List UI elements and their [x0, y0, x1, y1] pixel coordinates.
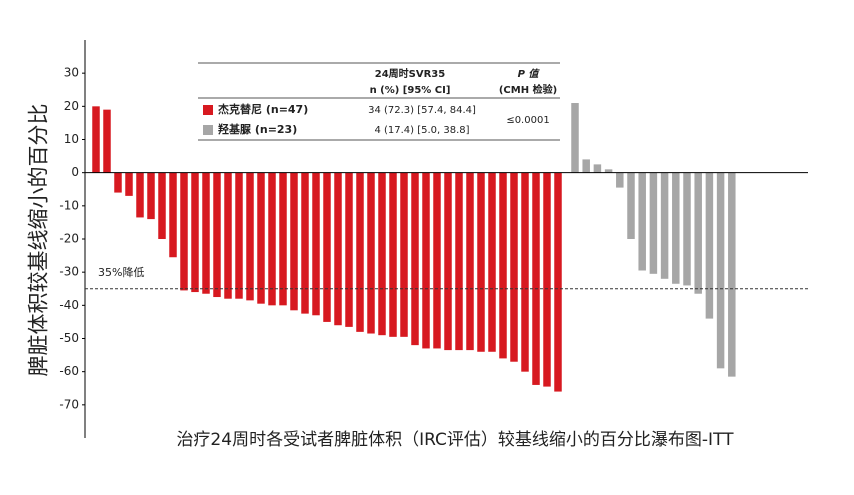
bar: [716, 172, 725, 369]
bar: [499, 172, 507, 359]
p-value: ≤0.0001: [506, 115, 549, 126]
bar: [246, 172, 254, 301]
chart-title: 治疗24周时各受试者脾脏体积（IRC评估）较基线缩小的百分比瀑布图-ITT: [176, 430, 734, 450]
bar: [191, 172, 199, 293]
bar: [158, 172, 166, 239]
bar: [323, 172, 331, 322]
bar: [224, 172, 232, 299]
bar: [455, 172, 463, 351]
bar: [279, 172, 287, 306]
legend-swatch: [203, 125, 213, 135]
bar: [488, 172, 496, 352]
bar: [543, 172, 551, 387]
y-tick-label: 0: [71, 165, 79, 179]
reference-label: 35%降低: [98, 265, 144, 279]
bar: [92, 106, 100, 173]
legend-label: 杰克替尼 (n=47): [218, 102, 308, 116]
y-tick-label: -50: [59, 331, 79, 345]
bar: [649, 172, 658, 274]
y-tick-label: -20: [59, 232, 79, 246]
bar: [705, 172, 714, 319]
bar: [169, 172, 177, 258]
bar: [147, 172, 155, 220]
legend-swatch: [203, 105, 213, 115]
bar: [694, 172, 702, 294]
bar: [114, 172, 122, 193]
bar: [433, 172, 441, 349]
bar: [683, 172, 691, 286]
bar: [593, 164, 602, 173]
bar: [521, 172, 529, 372]
bar: [728, 172, 736, 377]
bar: [213, 172, 221, 298]
table-cell: 4 (17.4) [5.0, 38.8]: [374, 125, 469, 136]
y-tick-label: 10: [64, 132, 79, 146]
bar: [334, 172, 342, 326]
y-tick-label: -60: [59, 364, 79, 378]
table-header: n (%) [95% CI]: [370, 85, 451, 96]
y-tick-label: -70: [59, 397, 79, 411]
bar: [510, 172, 518, 362]
bar: [345, 172, 353, 327]
bar: [411, 172, 419, 346]
bar: [672, 172, 680, 284]
y-tick-label: 30: [64, 66, 79, 80]
bar: [312, 172, 320, 316]
bar: [638, 172, 646, 271]
y-tick-label: -10: [59, 198, 79, 212]
bar: [389, 172, 397, 337]
bar: [532, 172, 540, 385]
bar: [202, 172, 210, 294]
bar: [268, 172, 276, 306]
bar: [466, 172, 474, 351]
table-cell: 34 (72.3) [57.4, 84.4]: [368, 105, 476, 116]
bar: [356, 172, 364, 332]
bar: [627, 172, 635, 239]
bar: [444, 172, 452, 351]
bar: [400, 172, 408, 337]
bar: [235, 172, 243, 299]
bar: [477, 172, 485, 352]
bar: [604, 169, 613, 173]
bar: [301, 172, 309, 314]
y-axis-label: 脾脏体积较基线缩小的百分比: [27, 104, 51, 377]
bar: [616, 172, 624, 188]
bar: [125, 172, 133, 196]
bar: [257, 172, 265, 304]
table-header: (CMH 检验): [499, 83, 557, 96]
bar: [378, 172, 386, 336]
bar: [582, 159, 590, 173]
bar: [136, 172, 144, 218]
y-tick-label: -40: [59, 298, 79, 312]
y-tick-label: -30: [59, 265, 79, 279]
table-bg: [198, 63, 560, 141]
table-header: 24周时SVR35: [375, 67, 446, 80]
bar: [422, 172, 430, 349]
bar: [367, 172, 375, 334]
y-tick-label: 20: [64, 99, 79, 113]
bar: [180, 172, 188, 291]
legend-label: 羟基脲 (n=23): [218, 122, 297, 136]
bar: [660, 172, 669, 279]
bar: [571, 103, 579, 173]
bar: [290, 172, 298, 311]
bar: [103, 109, 111, 173]
table-header: P 值: [518, 68, 541, 80]
bar: [554, 172, 562, 392]
